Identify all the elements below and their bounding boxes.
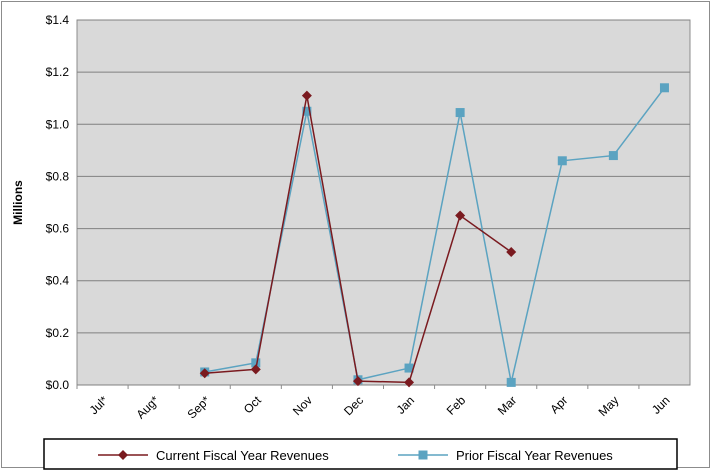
- x-tick-label: Feb: [444, 393, 469, 418]
- x-tick-label: Jun: [649, 393, 673, 417]
- y-tick-label: $1.2: [46, 65, 70, 79]
- x-tick-label: Oct: [241, 393, 265, 417]
- y-axis-label: Millions: [11, 180, 25, 225]
- x-axis-ticks: Jul* Aug* Sep* Oct Nov Dec Jan Feb Mar Apr May Jun: [77, 385, 673, 422]
- y-tick-label: $0.8: [46, 169, 70, 183]
- x-tick-label: Sep*: [185, 393, 214, 422]
- legend-label: Prior Fiscal Year Revenues: [456, 448, 613, 463]
- y-tick-label: $1.4: [46, 13, 70, 27]
- x-tick-label: Nov: [290, 393, 315, 418]
- x-tick-label: May: [596, 393, 622, 419]
- marker-square: [456, 108, 465, 117]
- x-tick-label: Jan: [394, 393, 418, 417]
- x-tick-label: Apr: [547, 393, 570, 416]
- y-tick-label: $0.4: [46, 274, 70, 288]
- marker-square: [558, 156, 567, 165]
- plot-area: [77, 20, 690, 385]
- x-tick-label: Jul*: [87, 393, 111, 417]
- x-tick-label: Aug*: [133, 393, 162, 422]
- y-tick-label: $1.0: [46, 117, 70, 131]
- y-axis-ticks: $0.0 $0.2 $0.4 $0.6 $0.8 $1.0 $1.2 $1.4: [46, 13, 70, 392]
- legend-label: Current Fiscal Year Revenues: [156, 448, 329, 463]
- marker-square: [419, 451, 428, 460]
- y-tick-label: $0.6: [46, 222, 70, 236]
- x-tick-label: Mar: [495, 393, 520, 418]
- marker-square: [660, 83, 669, 92]
- y-tick-label: $0.0: [46, 378, 70, 392]
- y-tick-label: $0.2: [46, 326, 70, 340]
- marker-square: [609, 151, 618, 160]
- x-tick-label: Dec: [341, 393, 366, 418]
- marker-square: [507, 378, 516, 387]
